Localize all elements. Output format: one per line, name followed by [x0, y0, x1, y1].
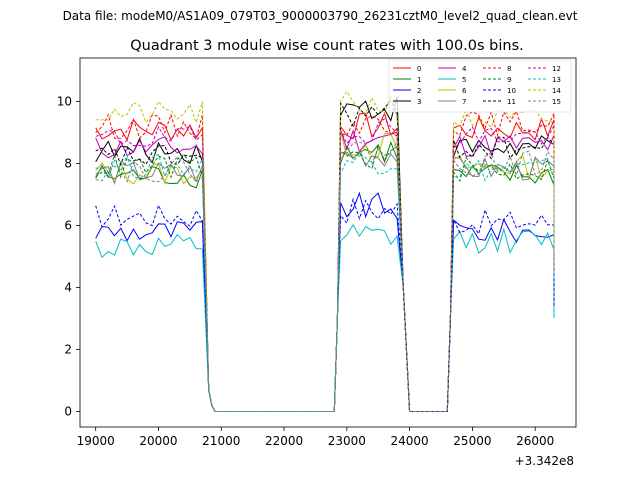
legend-label-5: 5 — [462, 76, 466, 84]
legend-label-7: 7 — [462, 98, 466, 106]
x-tick-label: 21000 — [202, 434, 240, 448]
legend-label-10: 10 — [507, 87, 516, 95]
y-tick-label: 0 — [64, 404, 72, 418]
x-tick-label: 20000 — [139, 434, 177, 448]
legend-label-15: 15 — [552, 98, 561, 106]
legend-label-12: 12 — [552, 65, 561, 73]
y-tick-label: 4 — [64, 280, 72, 294]
x-tick-label: 19000 — [77, 434, 115, 448]
x-tick-label: 23000 — [328, 434, 366, 448]
y-tick-label: 6 — [64, 218, 72, 232]
y-tick-label: 8 — [64, 156, 72, 170]
legend-label-0: 0 — [417, 65, 421, 73]
series-line-14 — [95, 90, 555, 412]
legend-frame — [388, 59, 572, 113]
x-tick-label: 24000 — [391, 434, 429, 448]
legend-label-3: 3 — [417, 98, 421, 106]
series-lines — [95, 90, 555, 412]
legend-label-1: 1 — [417, 76, 421, 84]
legend-label-6: 6 — [462, 87, 467, 95]
x-offset-label: +3.342e8 — [515, 454, 574, 468]
chart-title: Quadrant 3 module wise count rates with … — [130, 38, 524, 54]
series-line-15 — [95, 139, 555, 412]
y-tick-label: 2 — [64, 342, 72, 356]
legend-label-2: 2 — [417, 87, 421, 95]
x-tick-label: 22000 — [265, 434, 303, 448]
legend-label-9: 9 — [507, 76, 511, 84]
legend-label-4: 4 — [462, 65, 467, 73]
x-tick-label: 25000 — [453, 434, 491, 448]
legend-label-11: 11 — [507, 98, 516, 106]
series-line-8 — [95, 110, 555, 412]
plot-axes: 19000 20000 21000 22000 23000 24000 25000 26000… — [57, 57, 577, 448]
y-tick-label: 10 — [57, 94, 72, 108]
legend-label-8: 8 — [507, 65, 511, 73]
legend-label-13: 13 — [552, 76, 561, 84]
legend-label-14: 14 — [552, 87, 561, 95]
x-tick-label: 26000 — [516, 434, 554, 448]
axes-frame — [79, 57, 577, 428]
series-line-13 — [95, 152, 555, 412]
data-file-caption: Data file: modeM0/AS1A09_079T03_90000037… — [63, 9, 578, 23]
